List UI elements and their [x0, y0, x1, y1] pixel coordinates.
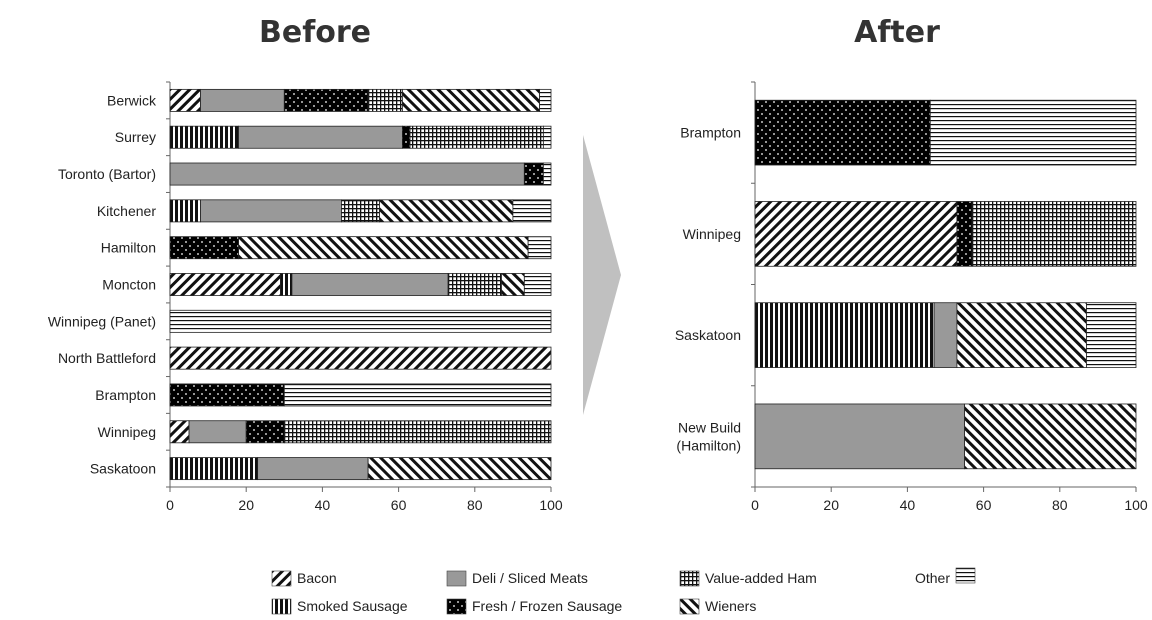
after-bar-winnipeg-fresh-frozen-sausage [956, 201, 973, 267]
before-bar-winnipeg-fresh-frozen-sausage [245, 420, 285, 444]
after-chart: 0 20 40 60 80 100 Brampton Winnipeg Saskatoon New… [675, 81, 1148, 513]
before-bar-winnipeg-panet-other [169, 309, 552, 333]
after-bar-saskatoon-smoked-sausage [754, 302, 935, 368]
after-x-tick-label: 80 [1052, 497, 1068, 513]
before-bar-berwick-wieners [402, 88, 540, 112]
legend-swatch-value-added-ham [679, 570, 700, 587]
before-bar-hamilton-fresh-frozen-sausage [169, 236, 239, 260]
legend-label-wieners: Wieners [705, 598, 756, 614]
before-bar-surrey-fresh-frozen-sausage [402, 125, 411, 149]
before-category-label: Surrey [115, 129, 156, 145]
before-bar-kitchener-value-added-ham [341, 199, 380, 223]
legend-label-other: Other [915, 570, 950, 586]
before-category-label: North Battleford [58, 350, 156, 366]
before-bar-saskatoon-wieners [367, 457, 552, 481]
legend-swatch-smoked-sausage [271, 598, 292, 615]
before-bar-toronto-bartor-fresh-frozen-sausage [523, 162, 544, 186]
after-category-label: New Build (Hamilton) [676, 419, 741, 453]
after-category-label: Brampton [680, 125, 741, 141]
before-bar-hamilton-wieners [238, 236, 529, 260]
after-bar-new-build-hamilton-wieners [964, 403, 1137, 470]
after-bar-brampton-other [929, 99, 1137, 166]
legend-label-value-added-ham: Value-added Ham [705, 570, 817, 586]
after-title: After [854, 15, 940, 50]
before-bar-winnipeg-bacon [169, 420, 190, 444]
before-x-tick-label: 40 [315, 497, 331, 513]
before-bar-toronto-bartor-deli-sliced-meats [169, 162, 525, 186]
before-bar-kitchener-wieners [379, 199, 514, 223]
before-bar-moncton-wieners [501, 273, 525, 296]
before-bar-moncton-deli-sliced-meats [291, 273, 449, 296]
before-bar-brampton-fresh-frozen-sausage [169, 383, 285, 407]
after-category-label: Saskatoon [675, 327, 741, 343]
before-x-tick-label: 80 [467, 497, 483, 513]
legend-swatch-fresh-frozen-sausage [446, 598, 467, 615]
before-bar-berwick-deli-sliced-meats [200, 88, 285, 112]
after-bar-saskatoon-other [1086, 302, 1137, 368]
before-bar-berwick-fresh-frozen-sausage [283, 88, 369, 112]
before-bar-moncton-other [523, 273, 552, 296]
before-x-tick-label: 100 [539, 497, 563, 513]
before-bar-toronto-bartor-other [542, 162, 552, 186]
after-x-tick-label: 100 [1124, 497, 1148, 513]
after-x-tick-label: 60 [976, 497, 992, 513]
legend-swatch-deli-sliced-meats [446, 570, 467, 587]
before-bar-saskatoon-deli-sliced-meats [257, 457, 369, 481]
legend-label-deli-sliced-meats: Deli / Sliced Meats [472, 570, 588, 586]
before-bar-kitchener-other [512, 199, 552, 223]
before-bar-kitchener-smoked-sausage [169, 199, 201, 223]
after-x-tick-label: 40 [900, 497, 916, 513]
before-chart: 0 20 40 60 80 100 Berwick Surrey Toronto (Bartor… [48, 81, 563, 513]
before-bar-north-battleford-bacon [169, 346, 552, 370]
before-category-label: Moncton [102, 277, 156, 293]
before-bar-berwick-bacon [169, 88, 201, 112]
before-x-tick-label: 20 [238, 497, 254, 513]
before-category-label: Toronto (Bartor) [58, 166, 156, 182]
before-bar-berwick-other [539, 88, 552, 112]
after-bar-saskatoon-wieners [956, 302, 1087, 368]
legend-label-bacon: Bacon [297, 570, 337, 586]
after-bar-winnipeg-value-added-ham [971, 201, 1137, 267]
before-bar-surrey-other [542, 125, 552, 149]
after-category-label: Winnipeg [683, 226, 741, 242]
legend-label-smoked-sausage: Smoked Sausage [297, 598, 408, 614]
before-bar-brampton-other [283, 383, 552, 407]
before-category-label: Saskatoon [90, 461, 156, 477]
before-bar-berwick-value-added-ham [367, 88, 403, 112]
before-category-label: Berwick [107, 92, 157, 108]
legend-label-fresh-frozen-sausage: Fresh / Frozen Sausage [472, 598, 622, 614]
before-bar-winnipeg-value-added-ham [283, 420, 552, 444]
after-bar-saskatoon-deli-sliced-meats [933, 302, 958, 368]
legend-swatch-bacon [271, 570, 292, 587]
before-category-label: Hamilton [101, 240, 156, 256]
before-bar-saskatoon-smoked-sausage [169, 457, 259, 481]
before-bar-kitchener-deli-sliced-meats [200, 199, 342, 223]
transition-arrow [583, 135, 621, 415]
before-bar-surrey-deli-sliced-meats [238, 125, 403, 149]
after-bar-new-build-hamilton-deli-sliced-meats [754, 403, 965, 470]
before-x-tick-label: 0 [166, 497, 174, 513]
before-bar-surrey-smoked-sausage [169, 125, 239, 149]
after-x-tick-label: 20 [823, 497, 839, 513]
legend-swatch-wieners [679, 598, 700, 615]
before-x-tick-label: 60 [391, 497, 407, 513]
after-x-tick-label: 0 [751, 497, 759, 513]
before-category-label: Kitchener [97, 203, 156, 219]
before-bar-hamilton-other [527, 236, 552, 260]
before-bar-winnipeg-deli-sliced-meats [188, 420, 247, 444]
before-bar-moncton-smoked-sausage [280, 273, 293, 296]
legend-swatch-other [955, 567, 976, 584]
before-category-label: Brampton [95, 387, 156, 403]
before-category-label: Winnipeg (Panet) [48, 313, 156, 329]
after-bar-brampton-fresh-frozen-sausage [754, 99, 931, 166]
before-title: Before [259, 15, 371, 50]
legend: Bacon Deli / Sliced Meats Value-added Ham O… [271, 567, 976, 615]
before-bar-surrey-value-added-ham [409, 125, 544, 149]
before-category-label: Winnipeg [98, 424, 156, 440]
after-bar-winnipeg-bacon [754, 201, 958, 267]
before-bar-moncton-value-added-ham [447, 273, 502, 296]
before-bar-moncton-bacon [169, 273, 281, 296]
